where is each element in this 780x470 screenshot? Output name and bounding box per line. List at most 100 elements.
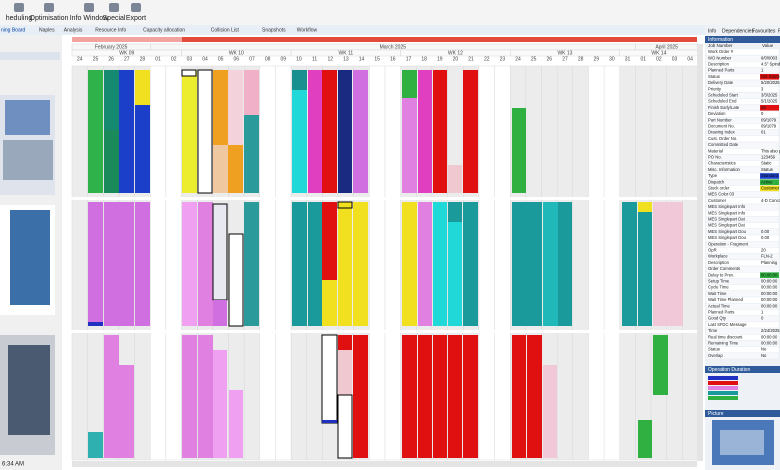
operation-block[interactable] [322, 420, 337, 423]
operation-block[interactable] [512, 202, 527, 326]
operation-block[interactable] [622, 202, 637, 326]
operation-block[interactable] [135, 202, 150, 326]
operation-block[interactable] [322, 70, 337, 193]
operation-block[interactable] [653, 335, 668, 395]
operation-block[interactable] [292, 70, 307, 90]
operation-block[interactable] [213, 70, 228, 145]
operation-block[interactable] [228, 70, 243, 145]
toolbar-icon[interactable] [109, 3, 119, 12]
operation-block[interactable] [308, 202, 322, 326]
toolbar-icon[interactable] [84, 3, 94, 12]
tab[interactable]: ning Board [1, 27, 25, 33]
operation-block[interactable] [353, 202, 368, 326]
operation-block[interactable] [322, 280, 337, 326]
operation-block[interactable] [512, 108, 526, 193]
operation-block[interactable] [198, 335, 213, 458]
tab[interactable]: Snapshots [262, 27, 286, 33]
operation-block[interactable] [527, 335, 542, 458]
toolbar-button[interactable]: Info Window [70, 15, 109, 22]
tab[interactable]: Workflow [297, 27, 318, 33]
panel-tab[interactable]: Pro [778, 28, 780, 34]
operation-block[interactable] [512, 335, 526, 458]
operation-block[interactable] [182, 335, 197, 458]
operation-block[interactable] [448, 165, 462, 193]
operation-block[interactable] [244, 115, 259, 193]
operation-block[interactable] [135, 105, 150, 193]
operation-block[interactable] [88, 322, 103, 326]
operation-block[interactable] [448, 222, 462, 326]
tab[interactable]: Collision List [211, 27, 240, 33]
operation-block[interactable] [181, 69, 197, 77]
operation-block[interactable] [292, 90, 307, 193]
operation-block[interactable] [418, 202, 432, 326]
tab[interactable]: Naples [39, 27, 55, 33]
operation-block[interactable] [213, 350, 227, 458]
operation-block[interactable] [135, 70, 150, 105]
panel-tab[interactable]: Info [708, 28, 717, 34]
operation-block[interactable] [668, 202, 683, 326]
operation-block[interactable] [292, 202, 307, 326]
operation-block[interactable] [543, 365, 557, 458]
operation-block[interactable] [463, 202, 478, 326]
operation-block[interactable] [337, 394, 353, 459]
operation-block[interactable] [88, 432, 103, 458]
toolbar-button[interactable]: Special [103, 15, 126, 22]
operation-block[interactable] [418, 335, 432, 458]
operation-block[interactable] [353, 70, 368, 193]
operation-block[interactable] [402, 202, 417, 326]
operation-block[interactable] [88, 202, 103, 326]
operation-block[interactable] [229, 390, 243, 458]
toolbar-icon[interactable] [131, 3, 141, 12]
operation-block[interactable] [338, 70, 352, 193]
toolbar-button[interactable]: Export [126, 15, 146, 22]
operation-block[interactable] [104, 202, 119, 326]
operation-block[interactable] [182, 70, 197, 193]
operation-block[interactable] [338, 335, 352, 350]
operation-block[interactable] [308, 70, 322, 193]
operation-block[interactable] [104, 335, 119, 458]
operation-block[interactable] [119, 365, 134, 458]
operation-block[interactable] [197, 69, 213, 194]
operation-block[interactable] [353, 335, 368, 458]
operation-block[interactable] [638, 420, 652, 458]
operation-block[interactable] [543, 202, 558, 326]
toolbar-button[interactable]: Optimisation [30, 15, 69, 22]
operation-block[interactable] [448, 335, 462, 458]
panel-tab[interactable]: Favourites [752, 28, 776, 34]
operation-block[interactable] [338, 202, 352, 326]
operation-block[interactable] [244, 202, 259, 326]
operation-block[interactable] [321, 334, 338, 424]
operation-block[interactable] [104, 70, 119, 130]
operation-block[interactable] [198, 202, 213, 326]
operation-block[interactable] [448, 202, 462, 222]
operation-block[interactable] [213, 145, 228, 193]
operation-block[interactable] [433, 335, 447, 458]
operation-block[interactable] [213, 300, 227, 326]
panel-tab[interactable]: Dependencies [722, 28, 754, 34]
operation-block[interactable] [212, 203, 228, 301]
operation-block[interactable] [337, 201, 353, 209]
operation-block[interactable] [402, 70, 417, 98]
operation-block[interactable] [433, 70, 447, 193]
operation-block[interactable] [228, 233, 244, 327]
operation-block[interactable] [418, 70, 432, 193]
operation-block[interactable] [402, 98, 417, 193]
tab[interactable]: Analysis [64, 27, 83, 33]
operation-block[interactable] [433, 202, 447, 326]
toolbar-button[interactable]: heduling [6, 15, 33, 22]
toolbar-icon[interactable] [14, 3, 24, 12]
operation-block[interactable] [463, 70, 478, 193]
operation-block[interactable] [88, 70, 103, 193]
operation-block[interactable] [338, 350, 352, 395]
tab[interactable]: Resource Info [95, 27, 126, 33]
operation-block[interactable] [402, 335, 417, 458]
operation-block[interactable] [104, 130, 119, 193]
operation-block[interactable] [558, 202, 572, 326]
operation-block[interactable] [638, 212, 652, 326]
operation-block[interactable] [244, 70, 259, 115]
operation-block[interactable] [228, 145, 243, 193]
operation-block[interactable] [463, 335, 478, 458]
operation-block[interactable] [119, 202, 134, 326]
operation-block[interactable] [527, 202, 542, 326]
operation-block[interactable] [638, 202, 652, 212]
